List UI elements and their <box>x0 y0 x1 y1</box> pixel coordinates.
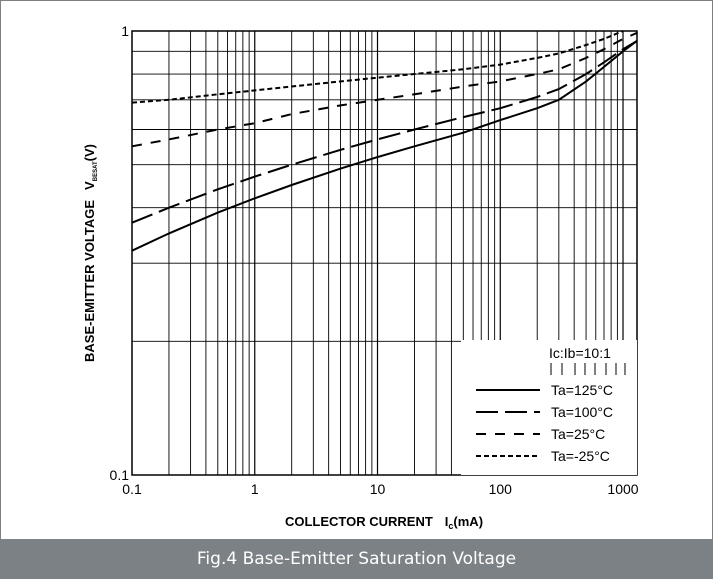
y-axis-label: BASE-EMITTER VOLTAGE <box>82 200 97 362</box>
series-line <box>131 40 638 252</box>
x-tick-label: 10 <box>370 481 386 497</box>
series-line <box>131 31 638 148</box>
legend-box <box>461 340 637 475</box>
x-tick-label: 100 <box>489 481 513 497</box>
legend-grid-marks <box>550 363 626 375</box>
figure-caption: Fig.4 Base-Emitter Saturation Voltage <box>196 549 517 569</box>
tick-labels: 0.1 1 10 100 1000 0.1 1 <box>110 23 639 497</box>
x-axis-unit: (mA) <box>453 514 483 529</box>
x-axis-title: COLLECTOR CURRENT Ic(mA) <box>285 514 483 531</box>
legend-label: Ta=25°C <box>551 426 605 442</box>
x-tick-label: 1000 <box>607 481 638 497</box>
y-axis-unit: (V) <box>82 144 97 161</box>
grid <box>132 31 637 475</box>
plot-border <box>131 30 638 476</box>
caption-bar: Fig.4 Base-Emitter Saturation Voltage <box>0 539 713 579</box>
legend-label: Ta=100°C <box>551 404 613 420</box>
x-tick-label: 0.1 <box>122 481 142 497</box>
y-axis-subscript: BESAT <box>93 161 99 181</box>
x-axis-label: COLLECTOR CURRENT <box>285 514 433 529</box>
legend-items: Ta=125°C Ta=100°C Ta=25°C Ta=-25°C <box>476 382 613 464</box>
x-axis-symbol: I <box>445 514 449 529</box>
legend-title: Ic:Ib=10:1 <box>549 345 611 361</box>
legend-label: Ta=125°C <box>551 382 613 398</box>
legend-label: Ta=-25°C <box>551 448 610 464</box>
y-axis-title: BASE-EMITTER VOLTAGE VBESAT(V) <box>82 144 99 362</box>
y-axis-symbol: V <box>82 181 97 190</box>
series-line <box>131 40 638 224</box>
series-line <box>131 30 624 104</box>
series-lines <box>131 30 638 252</box>
x-tick-label: 1 <box>251 481 259 497</box>
y-tick-label: 0.1 <box>110 467 130 483</box>
y-tick-label: 1 <box>121 23 129 39</box>
x-axis-subscript: c <box>448 521 453 531</box>
legend: Ic:Ib=10:1 Ta=125°C Ta=100°C Ta=25°C Ta=-25… <box>461 340 637 475</box>
